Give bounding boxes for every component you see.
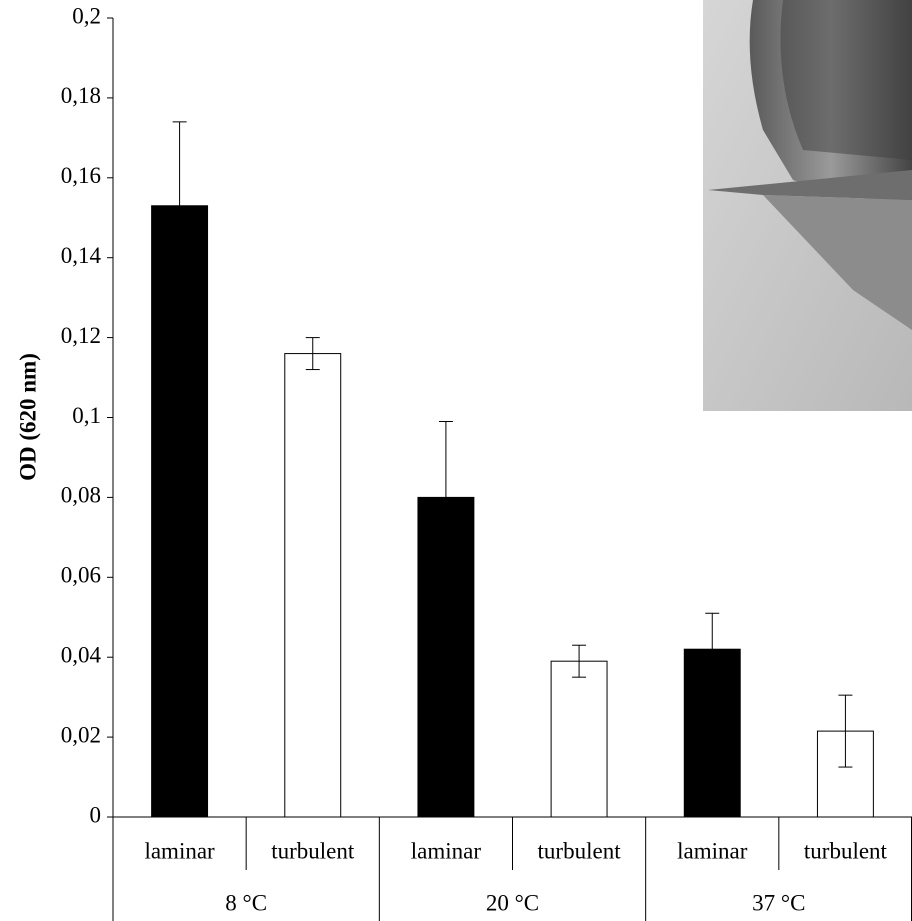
y-tick-label: 0 <box>90 802 102 827</box>
y-tick-label: 0,04 <box>61 642 102 667</box>
bar <box>285 354 341 817</box>
y-axis-title: OD (620 nm) <box>15 353 40 481</box>
y-tick-label: 0,16 <box>61 163 101 188</box>
x-tick-label: laminar <box>677 838 748 863</box>
x-tick-label: turbulent <box>538 838 622 863</box>
bar <box>152 206 208 817</box>
y-tick-label: 0,14 <box>61 243 102 268</box>
y-tick-label: 0,02 <box>61 722 101 747</box>
group-label: 37 °C <box>752 890 805 915</box>
page: OD (620 nm) 0 0,02 0,04 0,06 0,08 0,1 0,12 0,14… <box>0 0 912 921</box>
photo-inset <box>703 0 912 411</box>
y-tick-label: 0,08 <box>61 483 101 508</box>
y-tick-label: 0,1 <box>72 403 101 428</box>
y-tick-label: 0,18 <box>61 83 101 108</box>
x-tick-label: turbulent <box>271 838 355 863</box>
y-tick-label: 0,2 <box>72 3 101 28</box>
x-tick-label: turbulent <box>804 838 888 863</box>
bar <box>551 661 607 817</box>
y-tick-label: 0,06 <box>61 563 101 588</box>
y-tick-label: 0,12 <box>61 323 101 348</box>
group-label: 8 °C <box>225 890 267 915</box>
x-tick-label: laminar <box>411 838 482 863</box>
group-label: 20 °C <box>486 890 539 915</box>
x-tick-label: laminar <box>144 838 215 863</box>
